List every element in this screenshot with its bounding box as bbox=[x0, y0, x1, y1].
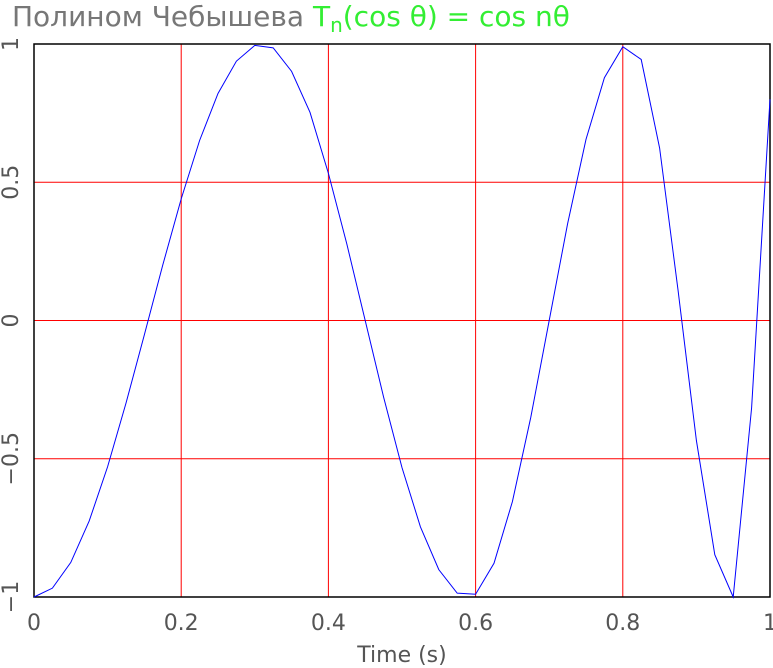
x-tick-label: 0.4 bbox=[311, 611, 346, 636]
y-tick-label: 0.5 bbox=[0, 165, 24, 200]
formula-subscript: n bbox=[330, 13, 343, 37]
formula-rest: (cos θ) = cos nθ bbox=[343, 0, 570, 33]
x-axis-label: Time (s) bbox=[356, 643, 446, 668]
plot-frame bbox=[33, 43, 771, 598]
y-tick-label: −1 bbox=[0, 581, 24, 613]
chart-title: Полином Чебышева bbox=[12, 0, 313, 33]
y-tick-label: 0 bbox=[0, 314, 24, 328]
chart-title-line: Полином Чебышева Tn(cos θ) = cos nθ bbox=[12, 0, 570, 37]
x-tick-label: 1 bbox=[763, 611, 773, 636]
data-line bbox=[33, 44, 771, 599]
formula-base: T bbox=[312, 0, 331, 33]
x-tick-label: 0.6 bbox=[458, 611, 493, 636]
y-tick-label: 1 bbox=[0, 37, 24, 51]
x-tick-label: 0 bbox=[27, 611, 41, 636]
y-tick-label: −0.5 bbox=[0, 432, 24, 485]
x-tick-label: 0.2 bbox=[164, 611, 199, 636]
x-tick-label: 0.8 bbox=[605, 611, 640, 636]
